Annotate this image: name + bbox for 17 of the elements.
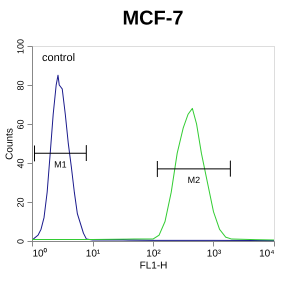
x-tick-label: 10⁰ bbox=[32, 248, 48, 260]
x-tick-label: 10³ bbox=[206, 248, 222, 260]
x-tick-label: 10¹ bbox=[86, 248, 101, 260]
chart-title: MCF-7 bbox=[122, 7, 184, 30]
series-label: M1 bbox=[54, 159, 67, 170]
x-tick-label: 10² bbox=[146, 248, 162, 260]
y-tick-label: 60 bbox=[16, 119, 26, 130]
y-axis-title: Counts bbox=[4, 128, 16, 160]
y-tick-label: 100 bbox=[16, 38, 26, 54]
y-tick-label: 80 bbox=[16, 80, 26, 91]
x-tick-label: 10⁴ bbox=[259, 248, 274, 260]
x-axis-title: FL1-H bbox=[140, 260, 168, 272]
y-tick-label: 0 bbox=[16, 238, 26, 244]
annotation: control bbox=[42, 52, 76, 64]
y-tick-label: 20 bbox=[16, 197, 26, 208]
y-tick-label: 40 bbox=[16, 158, 26, 169]
series-label: M2 bbox=[188, 174, 200, 185]
